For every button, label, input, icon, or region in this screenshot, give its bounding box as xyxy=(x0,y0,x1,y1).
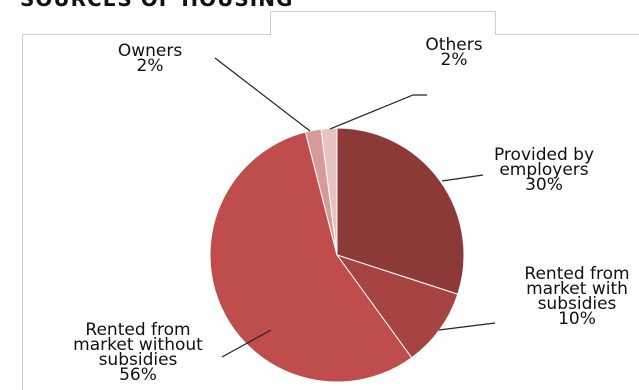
frame-line-tab-left xyxy=(270,11,271,35)
leader-line-owners xyxy=(214,57,311,132)
frame-line-tab-right xyxy=(495,11,496,35)
frame-line-top-left xyxy=(22,34,270,35)
slice-label-line: market with xyxy=(526,279,628,299)
slice-label-line: 10% xyxy=(558,309,596,329)
slice-label-line: Rented from xyxy=(85,320,190,340)
pie-slice-provided-by-employers xyxy=(336,127,465,295)
slice-label-others: Others 2% xyxy=(425,35,482,70)
leader-line-rented-without-subsidies xyxy=(221,329,272,358)
pie-labels: Provided by employers 30%Rented from market… xyxy=(73,35,629,385)
slice-label-rented-with-subsidies: Rented from market with subsidies 10% xyxy=(524,264,629,329)
pie-leader-lines xyxy=(214,57,496,358)
slice-label-line: subsidies xyxy=(538,294,617,314)
slice-label-line: Others xyxy=(425,35,482,55)
slice-label-line: Provided by xyxy=(494,145,594,165)
frame-line-tab-top xyxy=(270,11,495,12)
slice-label-line: 2% xyxy=(137,56,164,76)
slice-label-line: 2% xyxy=(441,50,468,70)
frame-line-left xyxy=(22,34,23,390)
slice-label-rented-without-subsidies: Rented from market without subsidies 56% xyxy=(73,320,203,385)
slice-label-line: employers xyxy=(499,160,588,180)
slice-label-line: market without xyxy=(73,335,203,355)
slice-label-line: Rented from xyxy=(524,264,629,284)
slice-label-line: subsidies xyxy=(99,350,178,370)
pie-slice-others xyxy=(320,127,338,256)
leader-line-rented-with-subsidies xyxy=(438,322,496,331)
slice-label-provided-by-employers: Provided by employers 30% xyxy=(494,145,594,195)
frame-line-top-right xyxy=(495,34,639,35)
pie-slices xyxy=(209,127,465,383)
slice-label-line: 56% xyxy=(119,365,157,385)
leader-line-provided-by-employers xyxy=(441,174,484,182)
slice-label-owners: Owners 2% xyxy=(118,41,183,76)
slice-label-line: Owners xyxy=(118,41,183,61)
page-heading: SOURCES OF HOUSING xyxy=(20,0,293,11)
pie-slice-rented-without-subsidies xyxy=(209,131,413,383)
slice-label-line: 30% xyxy=(525,175,563,195)
leader-line-others xyxy=(329,94,427,130)
